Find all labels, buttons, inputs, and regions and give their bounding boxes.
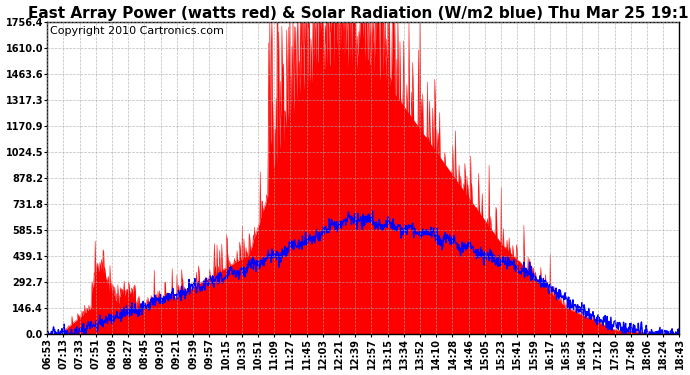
Text: Copyright 2010 Cartronics.com: Copyright 2010 Cartronics.com <box>50 26 224 36</box>
Title: East Array Power (watts red) & Solar Radiation (W/m2 blue) Thu Mar 25 19:11: East Array Power (watts red) & Solar Rad… <box>28 6 690 21</box>
